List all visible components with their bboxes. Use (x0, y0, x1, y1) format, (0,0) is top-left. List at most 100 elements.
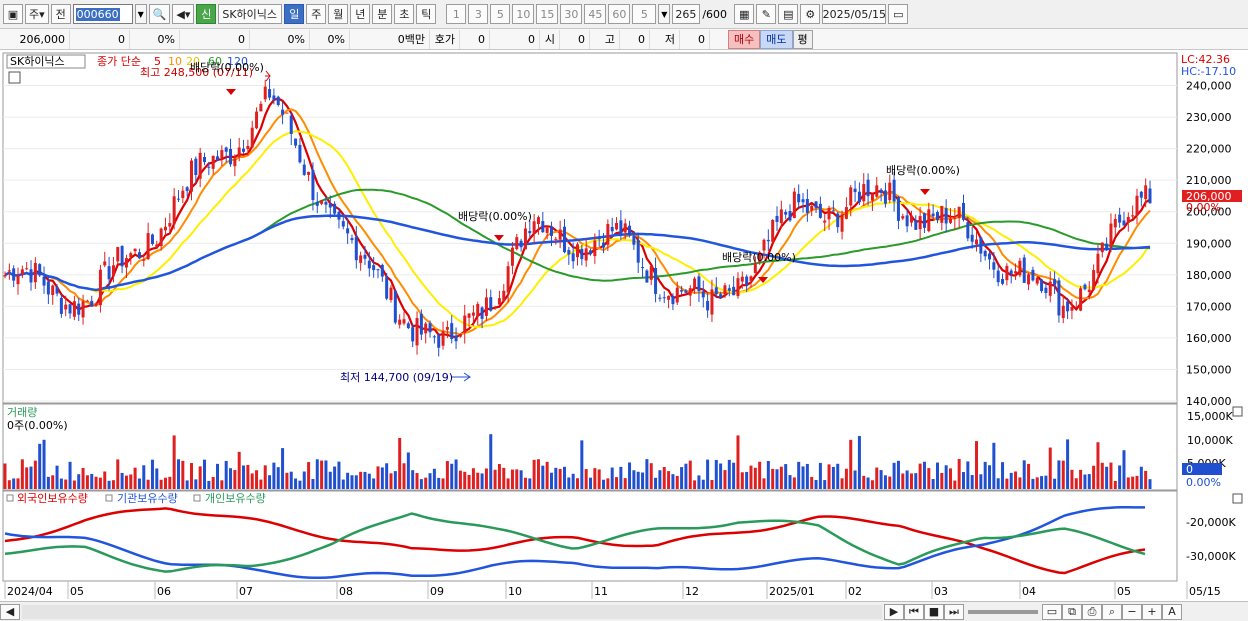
table-icon[interactable] (8, 71, 21, 84)
period-button-minute[interactable]: 분 (372, 4, 393, 24)
legend-ma10: 10 (168, 55, 182, 68)
interval-1[interactable]: 1 (446, 4, 467, 24)
holding-close-icon[interactable] (1232, 493, 1243, 504)
period-button-week[interactable]: 주 (306, 4, 327, 24)
plus-icon[interactable]: + (1142, 603, 1162, 620)
volume-bar (29, 466, 33, 489)
volume-bar (827, 464, 831, 489)
scroll-left-icon[interactable]: ◀ (0, 603, 20, 620)
print-icon[interactable]: ⎙ (1082, 603, 1102, 620)
candle-body (701, 291, 705, 298)
candle-body (90, 300, 94, 307)
candle-body (185, 187, 189, 191)
candle-body (250, 127, 254, 148)
interval-15[interactable]: 15 (536, 4, 559, 24)
interval-60[interactable]: 60 (608, 4, 631, 24)
volume-bar (233, 470, 237, 489)
candle-body (450, 323, 454, 340)
candle-body (198, 152, 202, 179)
font-size-icon[interactable]: A (1162, 603, 1182, 620)
x-tick-label: 10 (508, 585, 522, 598)
candle-body (957, 206, 961, 219)
window-icon[interactable]: ▣ (3, 4, 23, 24)
interval-3[interactable]: 3 (468, 4, 489, 24)
candle-body (914, 219, 918, 230)
stock-name-field[interactable]: SK하이닉스 (218, 4, 283, 24)
volume-bar (307, 462, 311, 489)
period-button-month[interactable]: 월 (328, 4, 349, 24)
period-button-year[interactable]: 년 (350, 4, 371, 24)
speaker-icon[interactable]: ◀▾ (172, 4, 195, 24)
rewind-icon[interactable]: ⏮ (904, 603, 924, 620)
volume-bar (424, 477, 428, 489)
scroll-track[interactable] (22, 604, 882, 619)
calendar-icon[interactable]: ▭ (888, 4, 909, 24)
candle-body (992, 262, 996, 270)
magnify-icon[interactable]: ⌕ (1102, 603, 1122, 620)
volume-bar (116, 459, 120, 489)
volume-bar (944, 465, 948, 489)
stock-code-input[interactable]: 000660 (72, 4, 133, 24)
stop-icon[interactable]: ■ (924, 603, 944, 620)
scroll-right-icon[interactable]: ▶ (884, 603, 904, 620)
volume-bar (229, 468, 233, 489)
prev-button[interactable]: 전 (50, 4, 71, 24)
volume-close-icon[interactable] (1232, 406, 1243, 417)
buy-button[interactable]: 매수 (728, 29, 761, 49)
minus-icon[interactable]: − (1122, 603, 1142, 620)
sell-button[interactable]: 매도 (760, 29, 793, 49)
candle-body (385, 277, 389, 299)
volume-bar (775, 469, 779, 489)
period-button-second[interactable]: 초 (394, 4, 415, 24)
chart-type-icon[interactable]: ▦ (734, 4, 755, 24)
stock-chart[interactable]: SK하이닉스 종가 단순 5 10 20 60 120 최고 248,500 (… (0, 51, 1248, 601)
forward-icon[interactable]: ⏭ (944, 603, 964, 620)
candle-body (419, 313, 423, 335)
interval-dropdown-icon[interactable]: ▼ (658, 4, 671, 24)
volume-bar (983, 461, 987, 489)
candle-body (302, 164, 306, 175)
new-badge[interactable]: 신 (196, 4, 217, 24)
eval-button[interactable]: 평 (792, 29, 813, 49)
grid-icon[interactable]: ▤ (778, 4, 799, 24)
volume-bar (211, 477, 215, 489)
draw-icon[interactable]: ✎ (756, 4, 777, 24)
period-type-label: 주 (29, 8, 40, 21)
period-type-select[interactable]: 주 ▾ (25, 4, 49, 24)
candle-body (567, 249, 571, 255)
candle-body (311, 169, 315, 201)
volume-bar (1100, 462, 1104, 489)
zoom-slider[interactable] (968, 609, 1038, 614)
holding-line (4, 507, 1146, 575)
candle-body (528, 231, 532, 234)
count-input[interactable]: 265 (672, 4, 701, 24)
period-button-day[interactable]: 일 (284, 4, 305, 24)
volume-bar (758, 461, 762, 489)
volume-bar (20, 459, 24, 489)
layout-icon[interactable]: ▭ (1042, 603, 1062, 620)
candle-body (480, 307, 484, 319)
gear-icon[interactable]: ⚙ (800, 4, 821, 24)
chart-area[interactable]: SK하이닉스 종가 단순 5 10 20 60 120 최고 248,500 (… (0, 51, 1248, 601)
interval-5[interactable]: 5 (490, 4, 511, 24)
candle-body (576, 244, 579, 258)
chevron-down-icon[interactable]: ▼ (134, 4, 147, 24)
search-icon[interactable]: 🔍 (148, 4, 171, 24)
interval-custom[interactable]: 5 (632, 4, 657, 24)
interval-45[interactable]: 45 (584, 4, 607, 24)
volume-bar (350, 475, 354, 489)
candle-body (346, 228, 350, 234)
interval-10[interactable]: 10 (512, 4, 535, 24)
volume-bar (146, 479, 150, 489)
candle-body (424, 323, 428, 334)
volume-bar (996, 478, 1000, 489)
date-input[interactable]: 2025/05/15 (822, 4, 887, 24)
volume-bar (393, 471, 397, 489)
copy-icon[interactable]: ⧉ (1062, 603, 1082, 620)
candle-body (81, 301, 85, 318)
volume-bar (320, 460, 324, 489)
interval-30[interactable]: 30 (560, 4, 583, 24)
candle-body (909, 215, 913, 223)
volume-bar (124, 475, 128, 489)
period-button-tick[interactable]: 틱 (416, 4, 437, 24)
